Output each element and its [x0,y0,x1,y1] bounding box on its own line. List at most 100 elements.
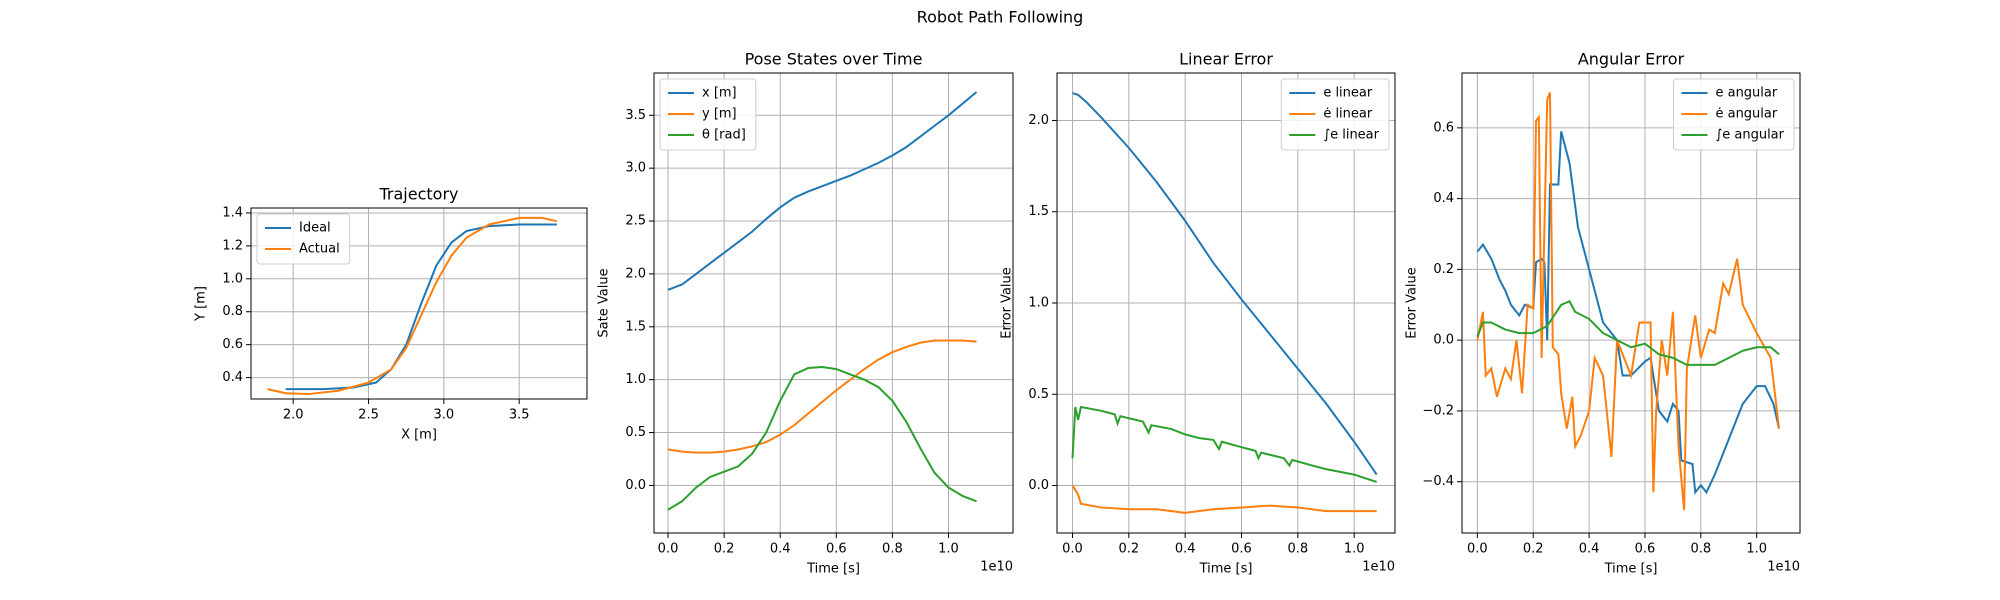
subplot-title: Trajectory [379,185,459,204]
data-line [667,365,977,511]
y-tick-label: 1.0 [222,271,243,286]
x-offset-label: 1e10 [1767,560,1800,575]
data-line [267,216,558,396]
x-tick-label: 0.8 [882,542,903,557]
data-line [1072,92,1378,476]
data-line [1476,92,1781,511]
subplot-title: Pose States over Time [745,50,923,69]
x-tick-label: 0.0 [658,542,679,557]
y-tick-label: 0.4 [1433,191,1454,206]
subplot-title: Linear Error [1179,50,1273,69]
data-line [1071,405,1377,483]
x-tick-label: 1.0 [1746,542,1767,557]
y-tick-label: 1.2 [222,238,243,253]
y-tick-label: 0.6 [222,337,243,352]
y-axis-label: Error Value [1405,267,1420,339]
x-tick-label: 0.6 [826,542,847,557]
y-tick-label: 3.0 [625,161,646,176]
x-axis-label: X [m] [401,428,437,443]
y-tick-label: 3.5 [625,108,646,123]
figure-title: Robot Path Following [917,8,1084,27]
x-tick-label: 2.5 [358,408,379,423]
legend: e linear ė linear ∫e linear [1280,78,1390,151]
legend-label: ė linear [1323,107,1373,122]
axes-frame [653,72,1014,534]
legend-label: θ [rad] [702,128,746,143]
legend-box [659,78,757,151]
axes-frame [1461,72,1801,534]
x-tick-label: 0.0 [1062,542,1083,557]
data-line [667,339,977,454]
y-tick-label: 2.0 [625,266,646,281]
x-offset-label: 1e10 [980,560,1013,575]
x-tick-label: 1.0 [1344,542,1365,557]
subplot: 2.0 2.5 3.0 3.5 0.4 0.6 0.8 1.0 1.2 1.4 Trajectory… [194,185,588,443]
x-tick-label: 3.5 [509,408,530,423]
legend-label: e linear [1323,86,1373,101]
x-tick-label: 0.8 [1690,542,1711,557]
legend-label: y [m] [702,107,737,122]
x-tick-label: 0.0 [1467,542,1488,557]
x-tick-label: 2.0 [283,408,304,423]
y-tick-label: 1.0 [625,372,646,387]
legend-box [256,213,351,265]
x-tick-label: 0.6 [1231,542,1252,557]
data-line [1476,131,1781,495]
legend-box [1672,78,1795,151]
x-tick-label: 0.4 [1579,542,1600,557]
y-tick-label: 0.4 [222,370,243,385]
x-axis-label: Time [s] [1604,562,1658,577]
y-tick-label: 0.0 [1433,333,1454,348]
y-tick-label: 0.5 [625,425,646,440]
x-tick-label: 0.2 [714,542,735,557]
legend-label: e angular [1715,86,1777,101]
y-tick-label: 1.5 [1028,204,1049,219]
y-tick-label: 0.0 [1028,478,1049,493]
x-tick-label: 0.6 [1635,542,1656,557]
x-offset-label: 1e10 [1362,560,1395,575]
y-tick-label: −0.4 [1422,474,1454,489]
legend-label: ∫e angular [1715,128,1784,143]
y-axis-label: Y [m] [194,286,209,322]
legend-box [1280,78,1390,151]
y-tick-label: 0.5 [1028,387,1049,402]
axes-frame [1056,72,1396,534]
y-tick-label: 0.0 [625,478,646,493]
x-tick-label: 0.2 [1118,542,1139,557]
legend: e angular ė angular ∫e angular [1672,78,1795,151]
y-tick-label: 1.5 [625,319,646,334]
legend: x [m] y [m] θ [rad] [659,78,757,151]
legend-label: Actual [299,242,340,257]
y-tick-label: 1.0 [1028,296,1049,311]
y-tick-label: 1.4 [222,205,243,220]
axes-frame [250,207,588,400]
legend-label: x [m] [702,86,737,101]
y-tick-label: 0.8 [222,304,243,319]
data-line [667,91,978,291]
y-tick-label: −0.2 [1422,403,1454,418]
x-tick-label: 1.0 [938,542,959,557]
legend: Ideal Actual [256,213,351,265]
subplot: 0.0 0.2 0.4 0.6 0.8 1.0 0.0 0.5 1.0 1.5 2.0 2.5 3.0 3… [597,50,1014,577]
legend-label: ∫e linear [1323,128,1379,143]
y-tick-label: 0.6 [1433,120,1454,135]
y-tick-label: 2.0 [1028,113,1049,128]
subplot: 0.0 0.2 0.4 0.6 0.8 1.0 −0.4 −0.2 0.0 0.2 0.4 0.6 An… [1405,50,1801,577]
subplot-title: Angular Error [1578,50,1685,69]
x-axis-label: Time [s] [1199,562,1253,577]
x-tick-label: 0.4 [770,542,791,557]
x-tick-label: 3.0 [434,408,455,423]
data-line [1071,485,1377,514]
x-tick-label: 0.8 [1287,542,1308,557]
x-axis-label: Time [s] [806,562,860,577]
data-line [1476,299,1780,366]
legend-label: ė angular [1715,107,1777,122]
x-tick-label: 0.2 [1523,542,1544,557]
x-tick-label: 0.4 [1175,542,1196,557]
y-tick-label: 0.2 [1433,262,1454,277]
y-axis-label: Sate Value [597,268,612,337]
y-axis-label: Error Value [1000,267,1015,339]
y-tick-label: 2.5 [625,214,646,229]
subplot: 0.0 0.2 0.4 0.6 0.8 1.0 0.0 0.5 1.0 1.5 2.0 Linear … [1000,50,1396,577]
